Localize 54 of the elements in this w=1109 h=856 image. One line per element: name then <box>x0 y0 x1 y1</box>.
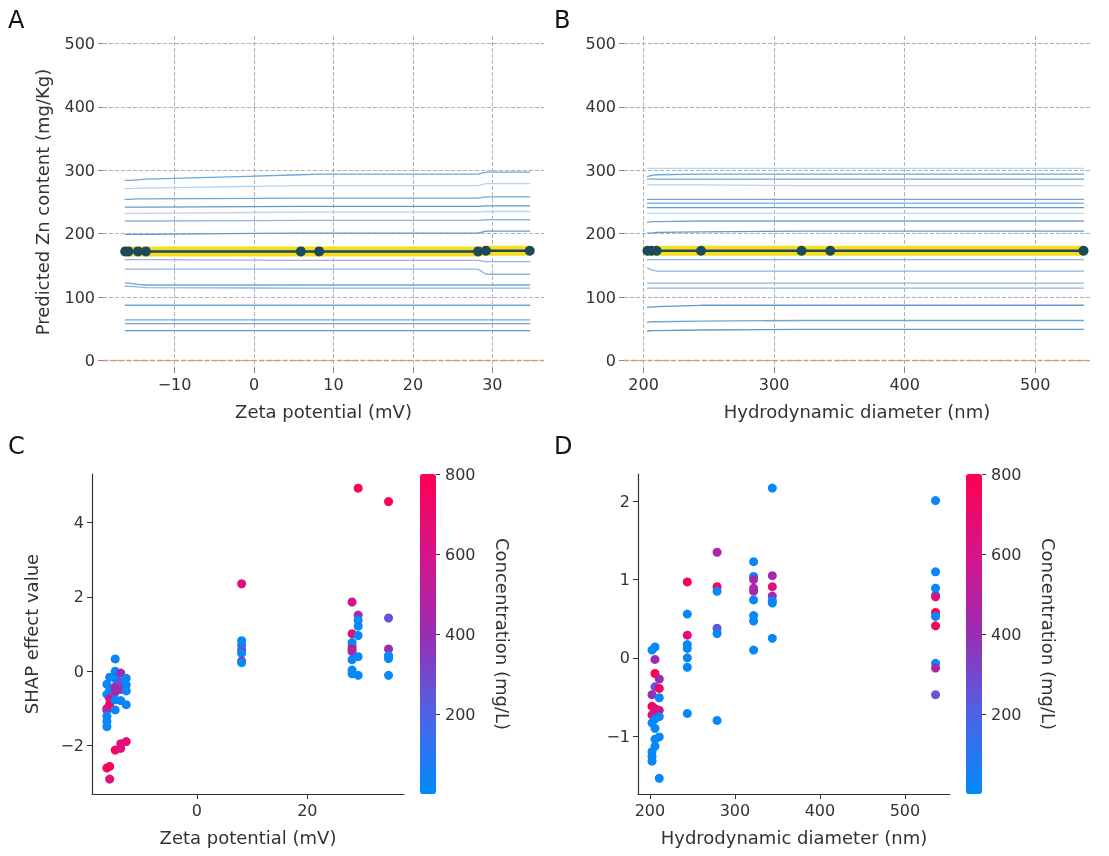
y-tick-label: 2 <box>619 491 630 511</box>
color-bar-title: Concentration (mg/L) <box>1037 537 1059 731</box>
y-tick-label: −2 <box>60 736 84 756</box>
y-tick-label: 0 <box>605 350 616 370</box>
y-axis-title: SHAP effect value <box>20 553 42 715</box>
y-tick-label: −1 <box>606 726 630 746</box>
color-bar-label: 200 <box>445 704 476 724</box>
y-tick-label: 2 <box>73 587 84 607</box>
y-tick-label: 0 <box>619 648 630 668</box>
x-tick-label: 400 <box>804 800 836 820</box>
x-axis-title: Zeta potential (mV) <box>235 400 412 422</box>
x-axis-title: Hydrodynamic diameter (nm) <box>723 400 991 422</box>
color-bar-label: 200 <box>991 704 1022 724</box>
x-tick-label: 0 <box>191 800 203 820</box>
chart-title: C <box>8 432 25 460</box>
color-bar-label: 800 <box>991 464 1022 484</box>
color-bar-label: 400 <box>445 624 476 644</box>
x-tick-label: 300 <box>758 374 790 394</box>
x-tick-label: 20 <box>402 374 424 394</box>
chart-title: B <box>554 6 571 34</box>
y-tick-label: 400 <box>64 97 95 117</box>
x-tick-label: −10 <box>157 374 192 394</box>
y-tick-label: 100 <box>64 287 95 307</box>
y-tick-label: 500 <box>64 34 95 54</box>
y-tick-label: 4 <box>73 512 84 532</box>
x-tick-label: 500 <box>1019 374 1051 394</box>
y-tick-label: 0 <box>84 350 95 370</box>
y-tick-label: 400 <box>585 97 616 117</box>
y-axis-title: Predicted Zn content (mg/Kg) <box>31 68 53 336</box>
x-tick-label: 300 <box>719 800 751 820</box>
x-tick-label: 30 <box>482 374 503 394</box>
x-tick-label: 400 <box>889 374 920 394</box>
color-bar-label: 400 <box>991 624 1022 644</box>
x-tick-label: 10 <box>323 374 344 394</box>
color-bar-label: 600 <box>445 544 476 564</box>
y-tick-label: 300 <box>64 160 95 180</box>
color-bar-label: 600 <box>991 544 1022 564</box>
chart-title: A <box>8 6 25 34</box>
y-tick-label: 500 <box>585 34 616 54</box>
y-tick-label: 300 <box>585 160 616 180</box>
chart-title: D <box>554 432 573 460</box>
x-tick-label: 500 <box>889 800 921 820</box>
x-axis-title: Hydrodynamic diameter (nm) <box>660 826 928 848</box>
x-tick-label: 0 <box>248 374 260 394</box>
y-tick-label: 0 <box>73 661 84 681</box>
x-axis-title: Zeta potential (mV) <box>159 826 337 848</box>
x-tick-label: 200 <box>634 800 666 820</box>
y-tick-label: 200 <box>585 224 616 244</box>
x-tick-label: 20 <box>297 800 318 820</box>
y-tick-label: 200 <box>64 224 95 244</box>
y-tick-label: 100 <box>585 287 616 307</box>
y-tick-label: 1 <box>619 570 630 590</box>
color-bar-label: 800 <box>445 464 476 484</box>
color-bar-title: Concentration (mg/L) <box>491 537 513 731</box>
